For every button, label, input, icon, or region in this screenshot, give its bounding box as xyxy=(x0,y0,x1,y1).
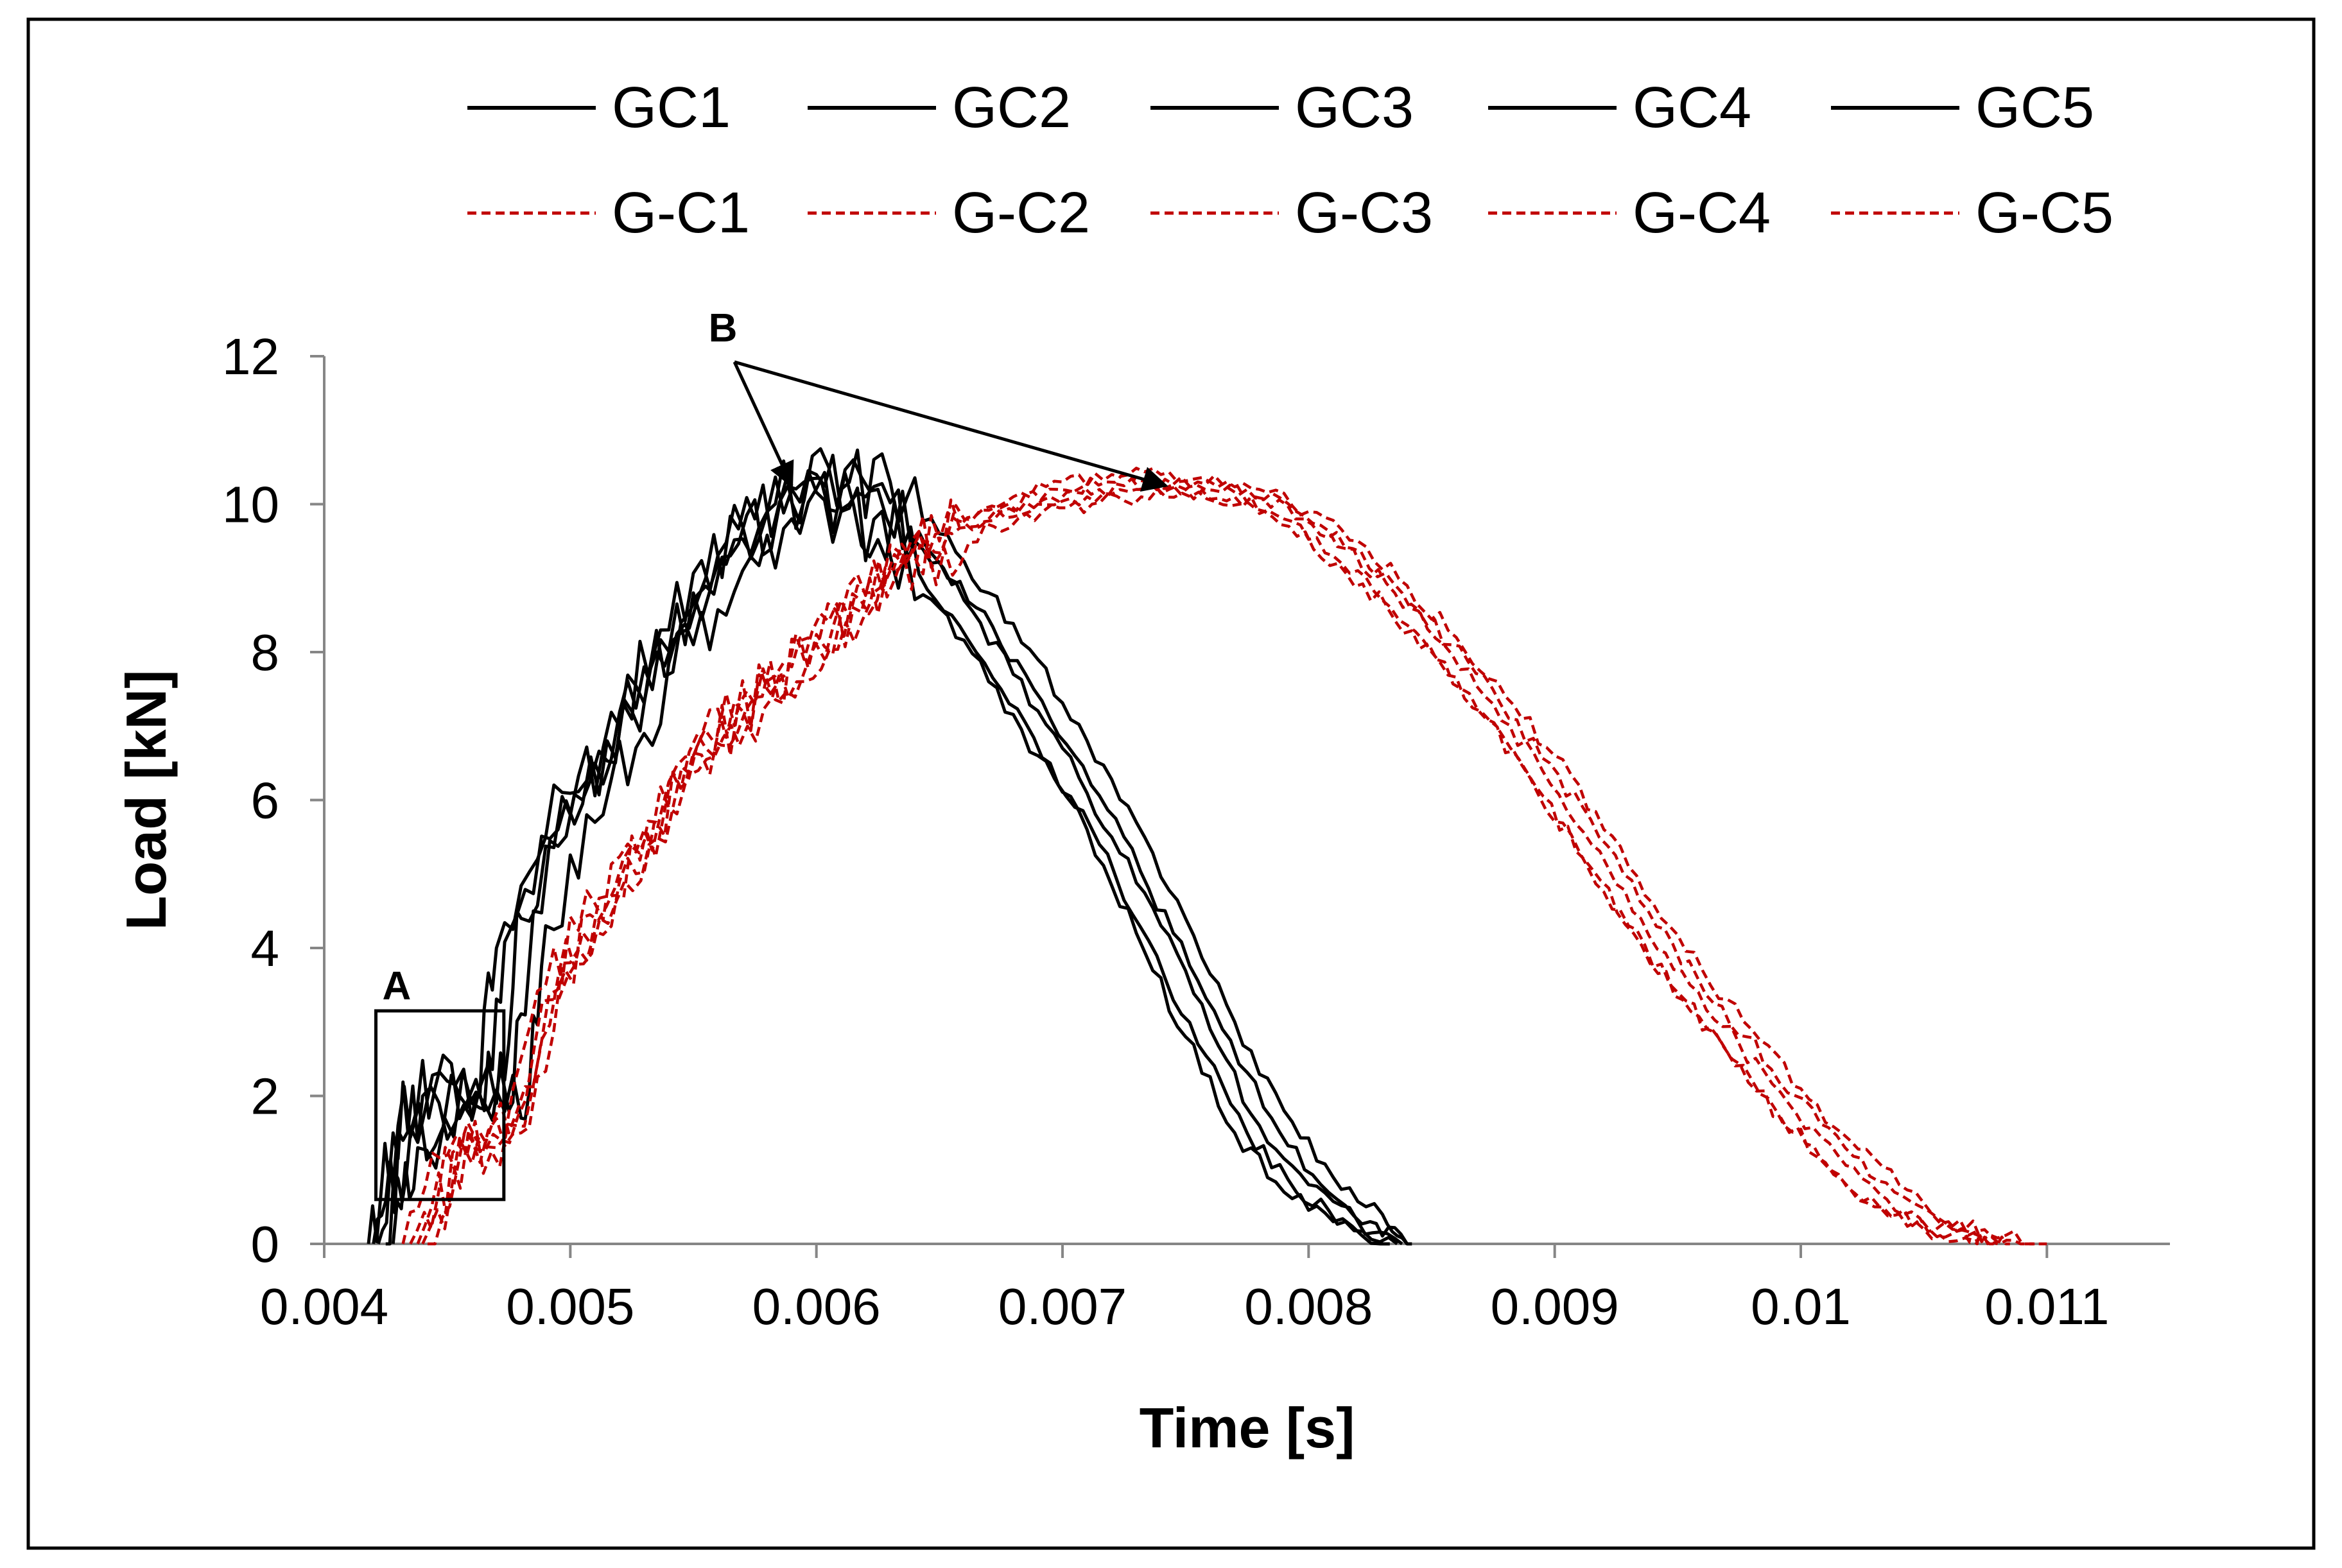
annotation-arrow-b-2 xyxy=(734,360,1168,492)
legend-label-g-c1: G-C1 xyxy=(612,181,750,245)
x-tick-label: 0.005 xyxy=(506,1278,634,1335)
y-tick-label: 6 xyxy=(251,772,280,829)
x-tick-label: 0.004 xyxy=(260,1278,388,1335)
chart-frame xyxy=(26,17,2316,1550)
legend-label-gc1: GC1 xyxy=(612,76,731,140)
y-tick-label: 12 xyxy=(222,328,279,385)
y-tick-label: 4 xyxy=(251,920,280,977)
y-axis-title: Load [kN] xyxy=(114,670,178,931)
series-line-gc4 xyxy=(385,447,1409,1246)
legend-label-g-c3: G-C3 xyxy=(1295,181,1433,245)
legend-label-gc4: GC4 xyxy=(1633,76,1751,140)
x-tick-label: 0.006 xyxy=(752,1278,881,1335)
x-tick-label: 0.008 xyxy=(1244,1278,1373,1335)
annotation-arrow-b-1 xyxy=(733,361,794,488)
y-tick-label: 2 xyxy=(251,1068,280,1125)
legend-label-g-c5: G-C5 xyxy=(1975,181,2113,245)
series-line-g-c2 xyxy=(409,487,1999,1246)
y-tick-label: 10 xyxy=(222,476,279,533)
x-tick-label: 0.007 xyxy=(998,1278,1127,1335)
legend-label-g-c4: G-C4 xyxy=(1633,181,1771,245)
legend-label-gc2: GC2 xyxy=(952,76,1071,140)
series-line-g-c5 xyxy=(428,467,2047,1246)
y-tick-label: 0 xyxy=(251,1216,280,1273)
annotation-box-a xyxy=(374,1009,506,1202)
series-line-gc2 xyxy=(372,472,1398,1246)
annotations: AB xyxy=(374,306,1168,1202)
plot-area: 0 2 4 6 8 10 12 0.004 0.005 0.006 0.007 0.008 0.009 0… xyxy=(114,328,2170,1460)
x-tick-label: 0.009 xyxy=(1491,1278,1619,1335)
x-axis-title: Time [s] xyxy=(1140,1396,1355,1460)
series-line-g-c4 xyxy=(421,472,2035,1246)
y-tick-label: 8 xyxy=(251,624,280,681)
legend-label-g-c2: G-C2 xyxy=(952,181,1090,245)
annotation-label-b: B xyxy=(709,306,738,350)
series-line-gc1 xyxy=(367,469,1390,1246)
x-tick-label: 0.01 xyxy=(1751,1278,1851,1335)
legend-label-gc5: GC5 xyxy=(1975,76,2094,140)
x-tick-label: 0.011 xyxy=(1984,1278,2109,1335)
legend-label-gc3: GC3 xyxy=(1295,76,1414,140)
annotation-label-a: A xyxy=(383,964,412,1008)
series-line-gc3 xyxy=(376,453,1403,1246)
legend: GC1 GC2 GC3 GC4 GC5 G-C1 G-C2 G-C3 G-C4 G-C5 xyxy=(467,76,2113,245)
